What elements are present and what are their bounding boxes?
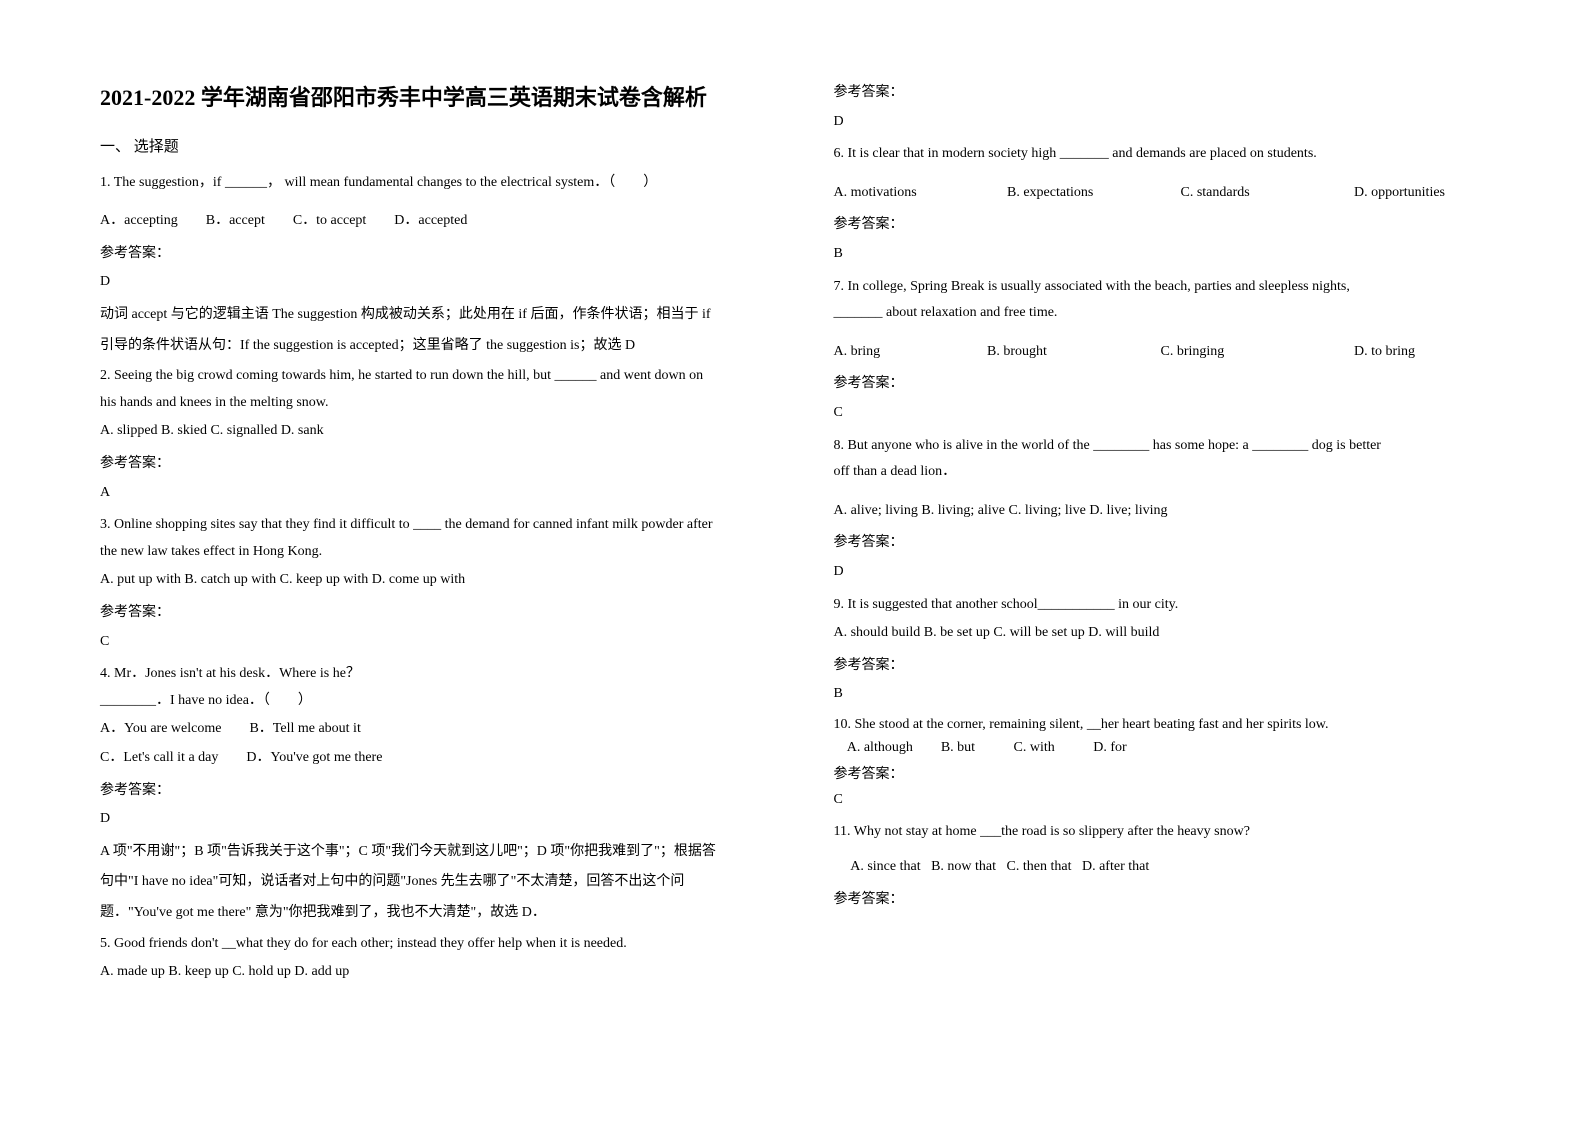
opt-b: B. brought bbox=[987, 339, 1157, 366]
question-10-text: 10. She stood at the corner, remaining s… bbox=[834, 714, 1488, 735]
question-6-answer: B bbox=[834, 241, 1488, 268]
question-8-text-2: off than a dead lion． bbox=[834, 459, 1488, 486]
question-10-options: A. although B. but C. with D. for bbox=[834, 737, 1488, 758]
answer-label: 参考答案： bbox=[100, 451, 754, 478]
answer-label: 参考答案： bbox=[834, 764, 1488, 785]
question-6-text: 6. It is clear that in modern society hi… bbox=[834, 141, 1488, 168]
opt-d: D. to bring bbox=[1354, 339, 1415, 366]
question-11-text: 11. Why not stay at home ___the road is … bbox=[834, 819, 1488, 846]
opt-a: A. motivations bbox=[834, 180, 1004, 207]
answer-label: 参考答案： bbox=[100, 778, 754, 805]
opt-c: C. standards bbox=[1181, 180, 1351, 207]
opt-b: B. expectations bbox=[1007, 180, 1177, 207]
question-5-text: 5. Good friends don't __what they do for… bbox=[100, 931, 754, 958]
question-7-answer: C bbox=[834, 400, 1488, 427]
answer-label: 参考答案： bbox=[834, 212, 1488, 239]
question-4-explain-3: 题．"You've got me there" 意为"你把我难到了，我也不大清楚… bbox=[100, 900, 754, 927]
question-7-text-1: 7. In college, Spring Break is usually a… bbox=[834, 274, 1488, 301]
answer-label: 参考答案： bbox=[834, 887, 1488, 914]
opt-d: D. opportunities bbox=[1354, 180, 1445, 207]
question-2-answer: A bbox=[100, 480, 754, 507]
answer-label: 参考答案： bbox=[834, 371, 1488, 398]
spacer bbox=[100, 196, 754, 206]
question-9-answer: B bbox=[834, 681, 1488, 708]
question-1-answer: D bbox=[100, 269, 754, 296]
right-column: 参考答案： D 6. It is clear that in modern so… bbox=[834, 80, 1488, 986]
answer-label: 参考答案： bbox=[100, 600, 754, 627]
left-column: 2021-2022 学年湖南省邵阳市秀丰中学高三英语期末试卷含解析 一、 选择题… bbox=[100, 80, 754, 986]
question-2-options: A. slipped B. skied C. signalled D. sank bbox=[100, 418, 754, 445]
question-10-answer: C bbox=[834, 787, 1488, 814]
question-9-options: A. should build B. be set up C. will be … bbox=[834, 620, 1488, 647]
question-11-options: A. since that B. now that C. then that D… bbox=[834, 854, 1488, 881]
question-4-explain-2: 句中"I have no idea"可知，说话者对上句中的问题"Jones 先生… bbox=[100, 869, 754, 896]
spacer bbox=[834, 327, 1488, 337]
question-1-explain-2: 引导的条件状语从句：If the suggestion is accepted；… bbox=[100, 333, 754, 360]
exam-title: 2021-2022 学年湖南省邵阳市秀丰中学高三英语期末试卷含解析 bbox=[100, 80, 754, 115]
opt-c: C. bringing bbox=[1161, 339, 1351, 366]
answer-label: 参考答案： bbox=[834, 530, 1488, 557]
spacer bbox=[834, 168, 1488, 178]
question-4-explain-1: A 项"不用谢"；B 项"告诉我关于这个事"；C 项"我们今天就到这儿吧"；D … bbox=[100, 839, 754, 866]
q7-line2: _______ about relaxation and free time. bbox=[834, 305, 1058, 320]
question-3-text-1: 3. Online shopping sites say that they f… bbox=[100, 512, 754, 539]
answer-label: 参考答案： bbox=[100, 241, 754, 268]
question-3-text-2: the new law takes effect in Hong Kong. bbox=[100, 539, 754, 566]
question-9-text: 9. It is suggested that another school__… bbox=[834, 592, 1488, 619]
question-6-options: A. motivations B. expectations C. standa… bbox=[834, 180, 1488, 207]
question-4-text-2: ________．I have no idea．（ ） bbox=[100, 688, 754, 715]
question-5-answer: D bbox=[834, 109, 1488, 136]
question-1-options: A．accepting B．accept C．to accept D．accep… bbox=[100, 208, 754, 235]
answer-label: 参考答案： bbox=[834, 80, 1488, 107]
spacer bbox=[834, 846, 1488, 852]
question-4-answer: D bbox=[100, 806, 754, 833]
question-2-text-1: 2. Seeing the big crowd coming towards h… bbox=[100, 363, 754, 390]
question-8-answer: D bbox=[834, 559, 1488, 586]
section-heading: 一、 选择题 bbox=[100, 133, 754, 162]
answer-label: 参考答案： bbox=[834, 653, 1488, 680]
page: 2021-2022 学年湖南省邵阳市秀丰中学高三英语期末试卷含解析 一、 选择题… bbox=[0, 0, 1587, 1026]
opt-a: A. bring bbox=[834, 339, 984, 366]
question-2-text-2: his hands and knees in the melting snow. bbox=[100, 390, 754, 417]
question-7-text-2: _______ about relaxation and free time. bbox=[834, 300, 1488, 327]
question-3-answer: C bbox=[100, 629, 754, 656]
question-7-options: A. bring B. brought C. bringing D. to br… bbox=[834, 339, 1488, 366]
question-3-options: A. put up with B. catch up with C. keep … bbox=[100, 567, 754, 594]
question-8-options: A. alive; living B. living; alive C. liv… bbox=[834, 498, 1488, 525]
question-8-text-1: 8. But anyone who is alive in the world … bbox=[834, 433, 1488, 460]
question-4-options-a: A．You are welcome B．Tell me about it bbox=[100, 716, 754, 743]
question-5-options: A. made up B. keep up C. hold up D. add … bbox=[100, 959, 754, 986]
question-4-text-1: 4. Mr．Jones isn't at his desk．Where is h… bbox=[100, 661, 754, 688]
question-1-explain-1: 动词 accept 与它的逻辑主语 The suggestion 构成被动关系；… bbox=[100, 302, 754, 329]
question-1-text: 1. The suggestion，if ______， will mean f… bbox=[100, 170, 754, 197]
spacer bbox=[834, 486, 1488, 496]
question-4-options-b: C．Let's call it a day D．You've got me th… bbox=[100, 745, 754, 772]
